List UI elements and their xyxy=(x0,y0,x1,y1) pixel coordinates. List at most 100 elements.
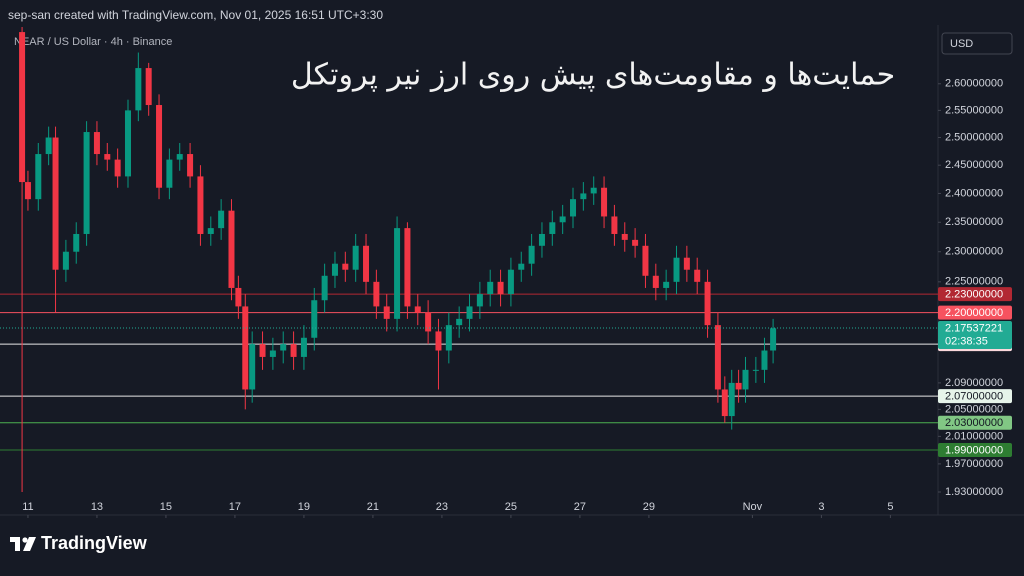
candle-body xyxy=(52,137,59,270)
candle-body xyxy=(331,263,338,276)
candle-body xyxy=(35,154,42,200)
candle-body xyxy=(300,337,307,357)
candle-body xyxy=(242,306,249,390)
candle-body xyxy=(176,154,183,160)
symbol-subtitle: NEAR / US Dollar · 4h · Binance xyxy=(14,36,172,48)
candle-body xyxy=(218,210,225,229)
chart-title: حمایت‌ها و مقاومت‌های پیش روی ارز نیر پر… xyxy=(291,58,895,93)
x-tick-label: 19 xyxy=(298,501,310,513)
logo-slash xyxy=(23,537,36,551)
candle-body xyxy=(642,245,649,276)
candle-body xyxy=(269,350,276,357)
candle-body xyxy=(476,294,483,307)
level-label-box xyxy=(938,389,1012,404)
x-tick-label: 5 xyxy=(887,501,893,513)
candle-body xyxy=(456,318,463,326)
candle-body xyxy=(528,245,535,264)
y-tick-label: 2.25000000 xyxy=(945,276,1003,288)
candle-body xyxy=(414,306,421,313)
y-tick-label: 2.30000000 xyxy=(945,246,1003,258)
candle-body xyxy=(363,245,370,282)
last-price-box xyxy=(938,321,1012,350)
candle-body xyxy=(104,154,111,160)
candle-body xyxy=(570,199,577,217)
candle-body xyxy=(19,32,26,183)
y-tick-label: 1.97000000 xyxy=(945,458,1003,470)
level-label: 2.07000000 xyxy=(945,390,1003,402)
candle-body xyxy=(290,344,297,357)
x-tick-label: Nov xyxy=(743,501,763,513)
y-tick-label: 2.09000000 xyxy=(945,377,1003,389)
currency[interactable]: USD xyxy=(950,38,973,50)
candle-body xyxy=(673,257,680,282)
candle-body xyxy=(235,287,242,307)
candle-body xyxy=(580,193,587,200)
candle-body xyxy=(24,182,31,200)
candle-body xyxy=(311,300,318,338)
candle-body xyxy=(507,269,514,295)
candle-body xyxy=(721,389,728,417)
candle-body xyxy=(156,105,163,188)
candle-body xyxy=(770,328,777,351)
candle-body xyxy=(197,176,204,234)
candle-body xyxy=(714,325,721,390)
y-tick-label: 2.50000000 xyxy=(945,131,1003,143)
candle-body xyxy=(632,239,639,246)
candle-body xyxy=(280,344,287,351)
candle-body xyxy=(742,369,749,390)
candle-body xyxy=(704,281,711,326)
candle-body xyxy=(518,263,525,270)
y-tick-label: 2.60000000 xyxy=(945,78,1003,90)
candle-body xyxy=(207,228,214,234)
candle-body xyxy=(445,325,452,351)
candle-body xyxy=(752,369,759,371)
candle-body xyxy=(683,257,690,270)
candle-body xyxy=(145,68,152,106)
candle-body xyxy=(166,159,173,188)
credit: sep-san created with TradingView.com, No… xyxy=(8,8,383,22)
logo-dot xyxy=(22,537,28,543)
y-tick-label: 2.55000000 xyxy=(945,104,1003,116)
candle-body xyxy=(352,245,359,270)
candle-body xyxy=(187,154,194,177)
axes: 2.60000000 2.55000000 2.50000000 2.45000000… xyxy=(22,78,1012,518)
candle-body xyxy=(601,187,608,217)
x-tick-label: 3 xyxy=(818,501,824,513)
candle-body xyxy=(425,312,432,332)
x-tick-label: 15 xyxy=(160,501,172,513)
countdown: 02:38:35 xyxy=(945,335,988,347)
brand-logo xyxy=(10,537,36,551)
logo-mark xyxy=(10,537,20,551)
currency-box[interactable] xyxy=(941,32,1013,55)
plot xyxy=(0,27,938,492)
candle-body xyxy=(259,344,266,357)
level-label: 2.20000000 xyxy=(945,307,1003,319)
candle-body xyxy=(249,344,256,390)
y-tick-label: 2.45000000 xyxy=(945,159,1003,171)
y-tick-label: 2.35000000 xyxy=(945,216,1003,228)
candle-body xyxy=(538,233,545,246)
y-tick-label: 2.40000000 xyxy=(945,187,1003,199)
candle-body xyxy=(93,132,100,155)
candle-body xyxy=(663,281,670,288)
x-tick-label: 17 xyxy=(229,501,241,513)
x-tick-label: 21 xyxy=(367,501,379,513)
candle-body xyxy=(497,281,504,295)
candle-body xyxy=(383,306,390,319)
x-tick-label: 29 xyxy=(643,501,655,513)
candle-body xyxy=(114,159,121,177)
candle-body xyxy=(466,306,473,319)
y-tick-label: 2.01000000 xyxy=(945,430,1003,442)
last-price-label: 2.17537221 xyxy=(945,322,1003,334)
candle-body xyxy=(394,228,401,319)
x-tick-label: 11 xyxy=(22,501,33,513)
level-label: 2.03000000 xyxy=(945,417,1003,429)
x-tick-label: 23 xyxy=(436,501,448,513)
level-label-box xyxy=(938,415,1012,430)
x-tick-label: 25 xyxy=(505,501,517,513)
level-label-box xyxy=(938,443,1012,458)
candle-body xyxy=(45,137,52,155)
